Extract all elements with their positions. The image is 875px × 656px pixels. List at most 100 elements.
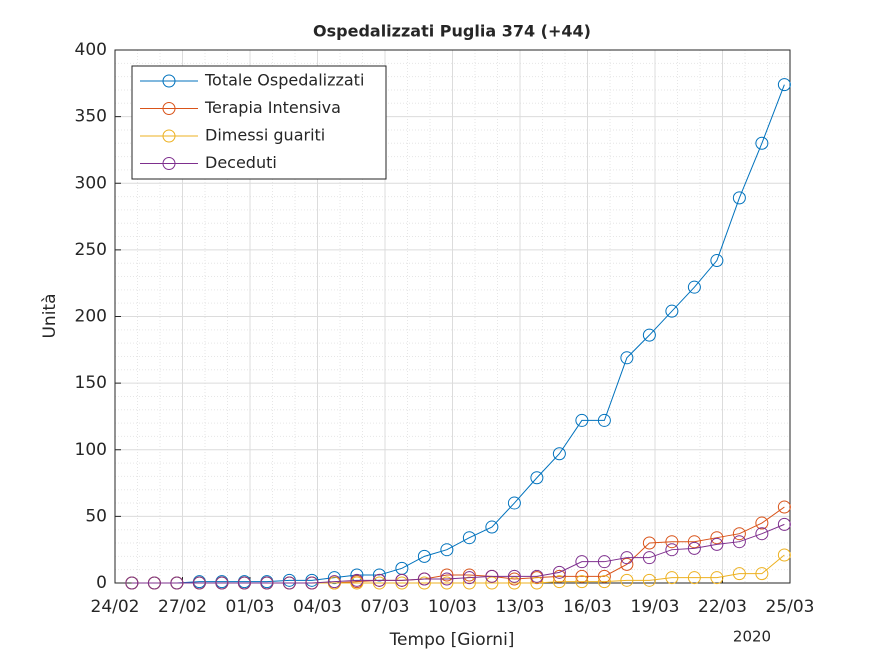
data-point	[350, 573, 364, 587]
data-point	[687, 280, 701, 294]
data-point	[575, 569, 589, 583]
x-tick-label: 04/03	[293, 597, 342, 617]
data-point	[147, 576, 161, 590]
x-tick-label: 24/02	[91, 597, 140, 617]
data-point	[462, 571, 476, 585]
data-point	[530, 576, 544, 590]
data-point	[170, 576, 184, 590]
data-point	[642, 328, 656, 342]
data-point	[282, 573, 296, 587]
data-point	[417, 576, 431, 590]
data-point	[755, 516, 769, 530]
data-point	[440, 572, 454, 586]
data-point	[440, 543, 454, 557]
legend: Totale Ospedalizzati Terapia Intensiva Dim…	[131, 65, 387, 180]
data-point	[305, 576, 319, 590]
y-tick-label: 250	[75, 240, 107, 260]
data-point	[372, 573, 386, 587]
data-point	[237, 576, 251, 590]
data-point	[687, 535, 701, 549]
legend-marker	[162, 74, 176, 88]
legend-label: Totale Ospedalizzati	[204, 71, 364, 90]
legend-marker	[162, 102, 176, 115]
data-point	[755, 567, 769, 581]
data-point	[282, 576, 296, 590]
data-point	[575, 555, 589, 569]
data-point	[327, 575, 341, 589]
data-point	[507, 576, 521, 590]
data-point	[710, 254, 724, 268]
data-point	[710, 537, 724, 551]
data-point	[417, 549, 431, 563]
data-point	[732, 535, 746, 549]
data-point	[710, 571, 724, 585]
data-point	[462, 531, 476, 545]
data-point	[642, 536, 656, 550]
data-point	[395, 573, 409, 587]
legend-label: Terapia Intensiva	[204, 98, 341, 117]
data-point	[462, 568, 476, 582]
data-point	[372, 576, 386, 590]
data-point	[552, 569, 566, 583]
data-point	[777, 500, 791, 514]
series-line	[131, 84, 785, 584]
x-secondary-label: 2020	[733, 628, 771, 646]
data-point	[530, 569, 544, 583]
data-point	[215, 576, 229, 590]
data-point	[372, 568, 386, 582]
data-point	[552, 565, 566, 579]
data-point	[665, 543, 679, 557]
x-tick-label: 10/03	[428, 597, 477, 617]
series-line	[131, 523, 785, 584]
x-tick-label: 27/02	[158, 597, 207, 617]
y-axis-label: Unità	[40, 293, 60, 338]
data-point	[597, 413, 611, 427]
data-point	[575, 413, 589, 427]
x-tick-label: 13/03	[496, 597, 545, 617]
data-point	[620, 573, 634, 587]
data-point	[687, 571, 701, 585]
data-point	[507, 569, 521, 583]
data-point	[777, 548, 791, 562]
legend-label: Dimessi guariti	[205, 126, 325, 145]
data-point	[305, 573, 319, 587]
data-point	[732, 527, 746, 541]
y-tick-label: 0	[96, 573, 107, 593]
data-point	[350, 576, 364, 590]
y-tick-label: 400	[75, 40, 107, 60]
y-tick-label: 100	[75, 440, 107, 460]
data-point	[507, 496, 521, 510]
legend-marker	[162, 129, 176, 143]
data-point	[755, 136, 769, 150]
data-point	[552, 575, 566, 589]
data-point	[710, 531, 724, 545]
data-point	[597, 555, 611, 569]
data-point	[642, 551, 656, 565]
data-point	[777, 517, 791, 531]
x-tick-label: 16/03	[563, 597, 612, 617]
x-tick-label: 25/03	[766, 597, 815, 617]
data-point	[575, 575, 589, 589]
y-tick-label: 50	[85, 506, 107, 526]
data-point	[417, 572, 431, 586]
data-point	[462, 576, 476, 590]
data-point	[620, 551, 634, 565]
data-point	[665, 571, 679, 585]
data-point	[687, 541, 701, 555]
data-point	[642, 573, 656, 587]
data-point	[395, 576, 409, 590]
data-point	[732, 191, 746, 205]
data-point	[260, 576, 274, 590]
legend-label: Deceduti	[205, 153, 277, 172]
data-point	[440, 576, 454, 590]
data-point	[665, 535, 679, 549]
data-point	[350, 568, 364, 582]
data-point	[485, 520, 499, 534]
x-tick-label: 01/03	[226, 597, 275, 617]
x-tick-label: 07/03	[361, 597, 410, 617]
data-point	[327, 571, 341, 585]
y-tick-label: 150	[75, 373, 107, 393]
data-point	[732, 567, 746, 581]
